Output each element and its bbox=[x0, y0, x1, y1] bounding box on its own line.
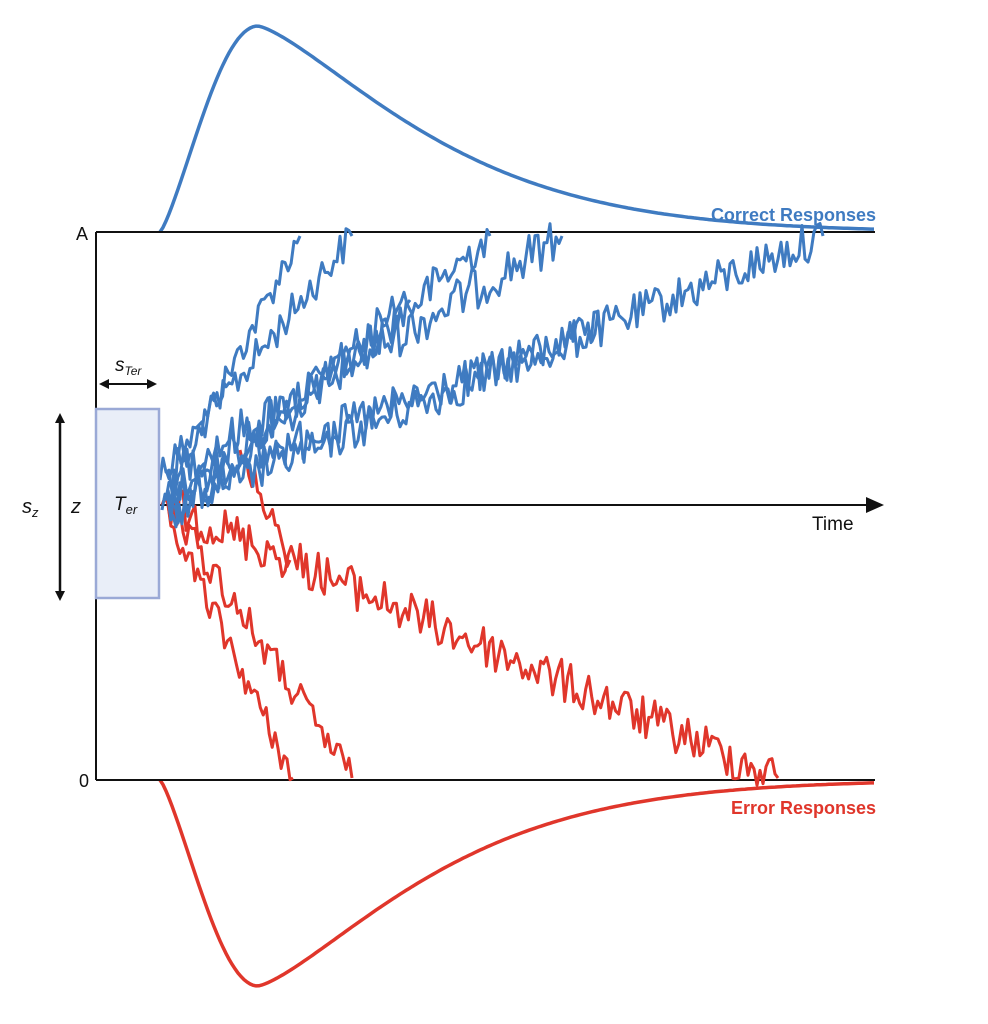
correct-diffusion-paths bbox=[158, 222, 825, 529]
nondecision-variability-subscript: Ter bbox=[125, 364, 143, 378]
nondecision-time-box bbox=[94, 407, 161, 600]
upper-boundary-label: A bbox=[76, 224, 88, 244]
nondecision-symbol: T bbox=[114, 494, 127, 515]
correct-diffusion-path bbox=[160, 290, 412, 522]
starting-variability-symbol: s bbox=[22, 496, 32, 518]
nondecision-variability-symbol: s bbox=[115, 355, 125, 376]
correct-diffusion-path bbox=[158, 222, 564, 494]
correct-diffusion-path bbox=[168, 228, 492, 529]
error-rt-distribution bbox=[158, 779, 874, 988]
starting-variability-subscript: z bbox=[31, 505, 39, 520]
error-diffusion-path bbox=[166, 487, 780, 787]
error-diffusion-path bbox=[238, 449, 292, 568]
error-responses-label: Error Responses bbox=[731, 798, 876, 818]
correct-rt-distribution bbox=[158, 24, 874, 233]
nondecision-subscript: er bbox=[126, 502, 138, 517]
error-diffusion-path bbox=[163, 492, 354, 779]
error-diffusion-path bbox=[160, 495, 294, 782]
correct-diffusion-path bbox=[173, 222, 825, 525]
time-axis-arrowhead-icon bbox=[866, 497, 884, 513]
starting-point-label: z bbox=[70, 496, 81, 518]
correct-diffusion-path bbox=[162, 235, 302, 502]
correct-responses-label: Correct Responses bbox=[711, 205, 876, 225]
time-axis-label: Time bbox=[812, 514, 854, 535]
correct-diffusion-path bbox=[164, 227, 354, 481]
lower-boundary-label: 0 bbox=[79, 771, 89, 791]
correct-diffusion-path bbox=[166, 310, 602, 508]
starting-variability-label: sz bbox=[22, 496, 39, 520]
nondecision-time-label: Ter bbox=[114, 494, 138, 517]
nondecision-variability-label: sTer bbox=[115, 355, 142, 378]
error-diffusion-paths bbox=[160, 449, 780, 787]
